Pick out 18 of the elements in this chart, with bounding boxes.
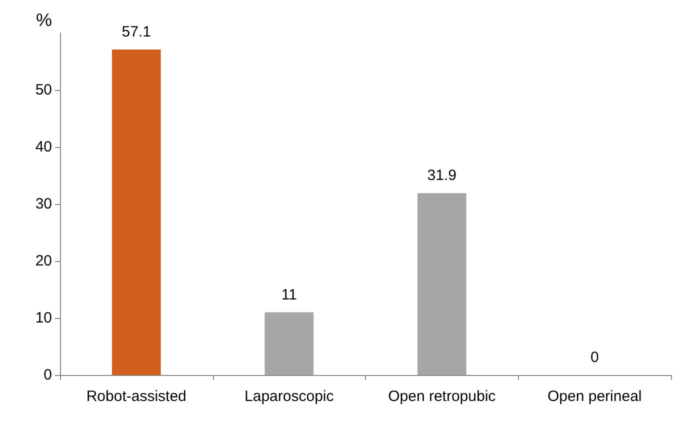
data-label: 11: [281, 286, 297, 304]
x-tick-label: Open perineal: [548, 388, 642, 405]
data-label: 57.1: [122, 24, 151, 41]
x-tick-label: Robot-assisted: [86, 388, 186, 405]
y-tick-label: 30: [35, 196, 52, 212]
y-tick-label: 40: [35, 138, 52, 156]
y-tick-label: 10: [35, 310, 52, 326]
y-tick-label: 50: [35, 82, 52, 98]
x-tick-label: Laparoscopic: [244, 388, 334, 405]
y-axis-title: %: [36, 10, 52, 30]
data-label: 0: [590, 349, 599, 366]
bar: [417, 193, 466, 375]
x-tick-label: Open retropubic: [388, 388, 496, 405]
data-label: 31.9: [427, 167, 456, 184]
bar: [112, 50, 161, 375]
y-tick-label: 20: [35, 252, 52, 270]
y-tick-label: 0: [44, 366, 52, 384]
bar: [264, 312, 314, 375]
